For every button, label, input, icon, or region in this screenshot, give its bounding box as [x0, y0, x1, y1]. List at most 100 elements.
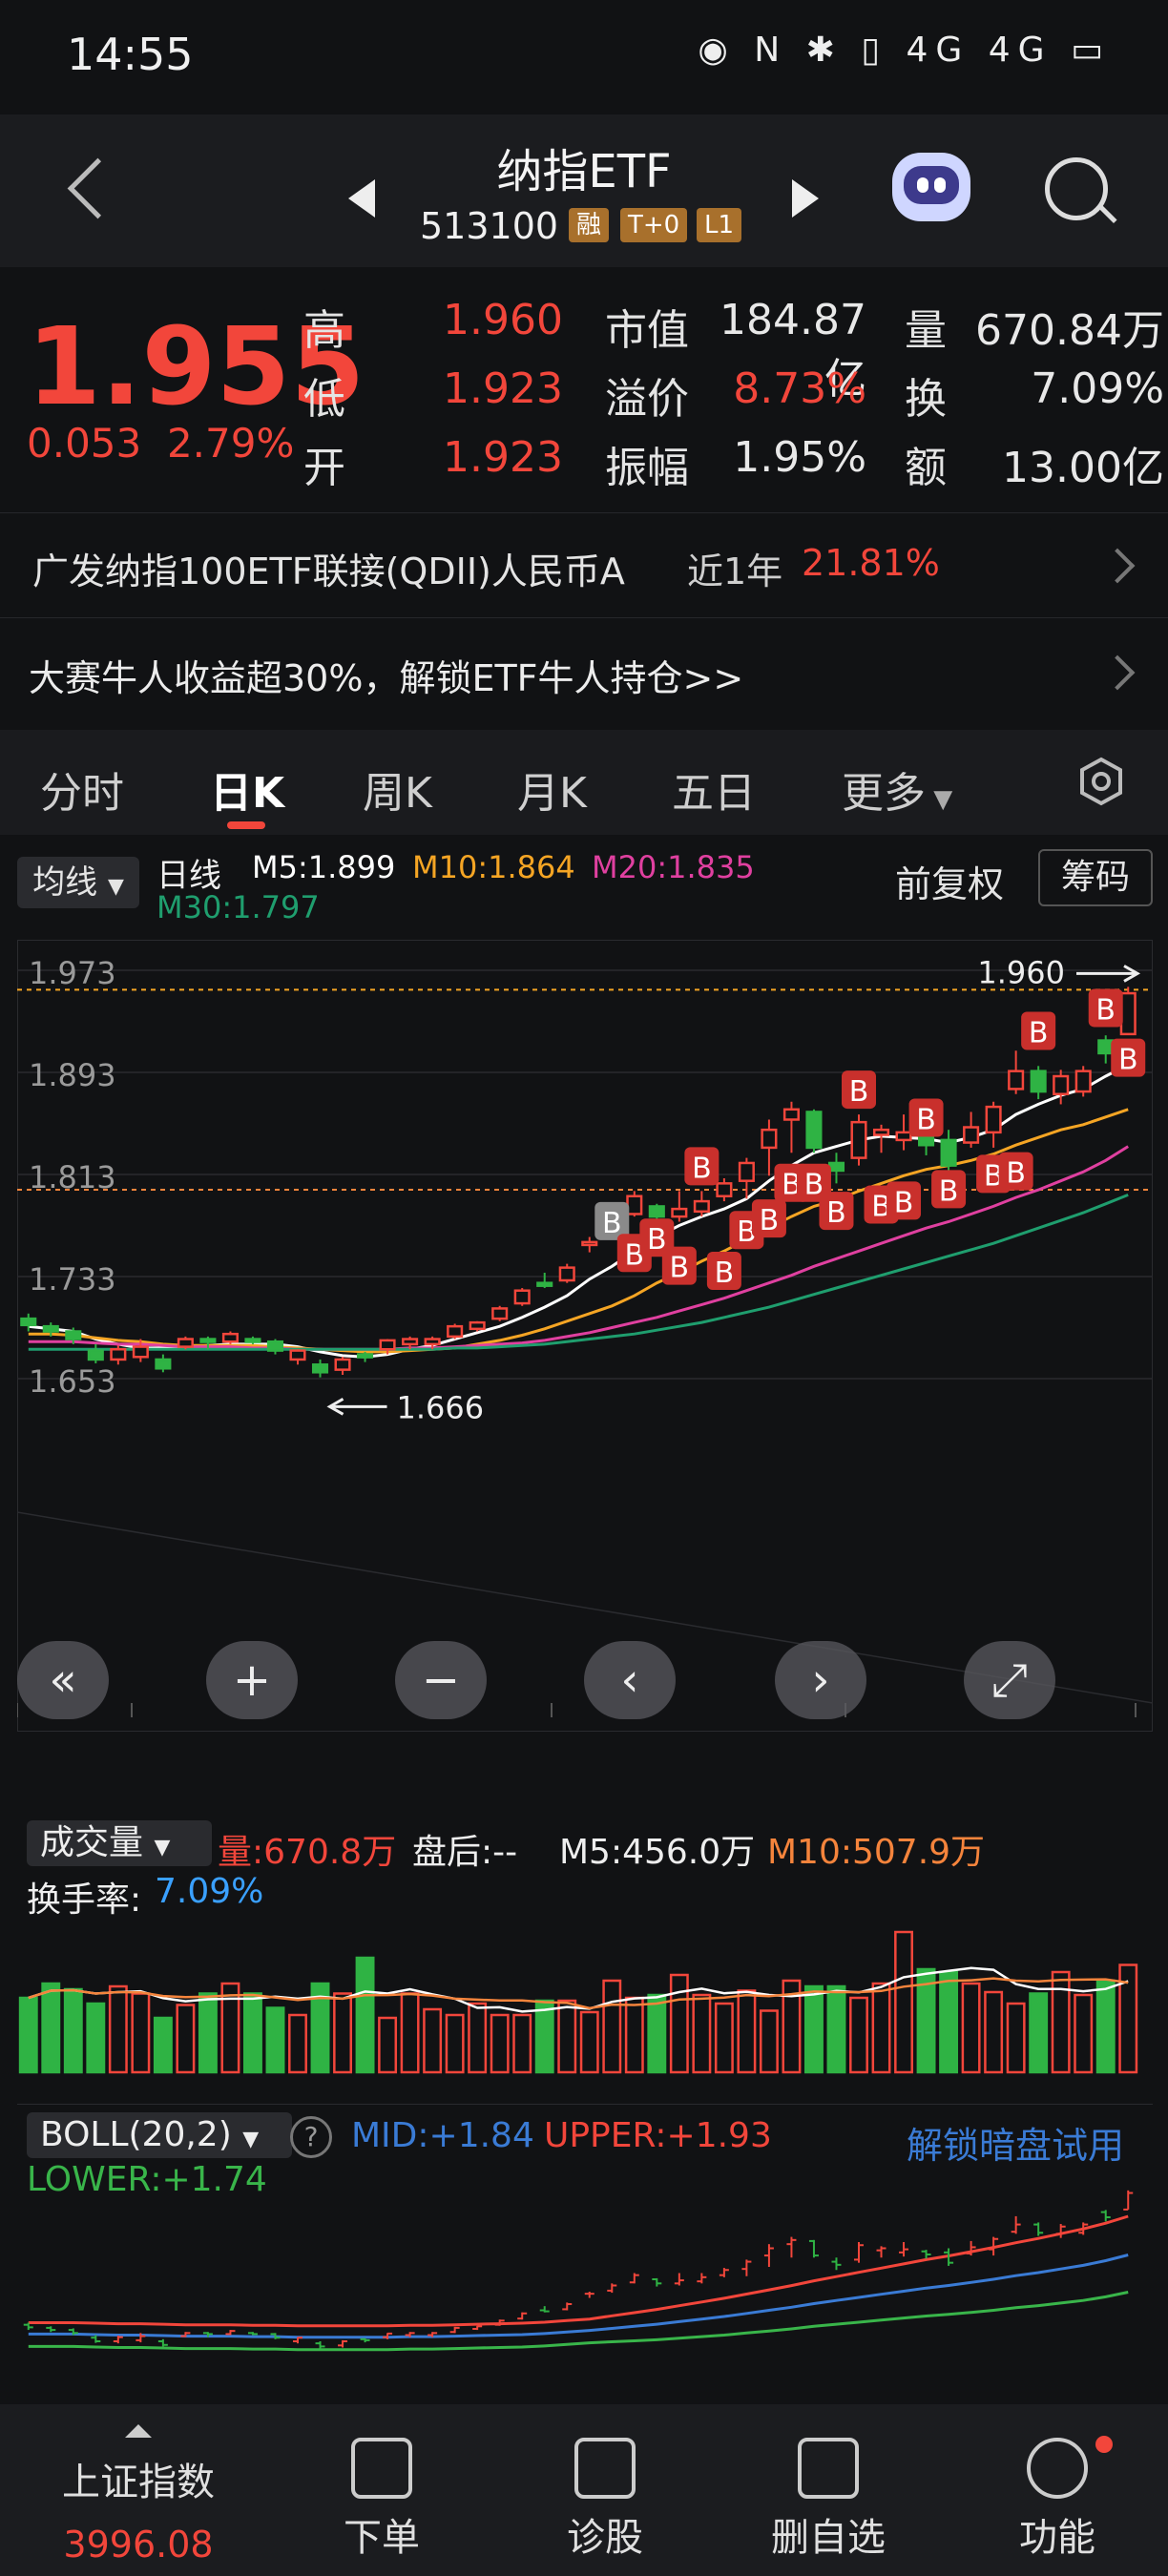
- volume-bar: [961, 1982, 981, 2074]
- zoom-out-button[interactable]: −: [395, 1641, 487, 1719]
- candle-body: [985, 1105, 1002, 1134]
- label-market-cap: 市值: [605, 306, 689, 355]
- low-price-label: 1.666: [397, 1389, 485, 1425]
- tab-daily-k[interactable]: 日K: [210, 769, 285, 818]
- tab-intraday[interactable]: 分时: [40, 769, 124, 818]
- buy-marker-badge: [886, 1181, 922, 1220]
- volume-bar: [1051, 1970, 1071, 2074]
- candle-body: [693, 1199, 710, 1214]
- volume-bar: [737, 1989, 757, 2074]
- x-axis-label: 08-28: [85, 1731, 179, 1732]
- tab-more[interactable]: 更多 ▼: [842, 769, 953, 818]
- volume-bar: [871, 1982, 891, 2074]
- buy-marker: B: [706, 1251, 741, 1290]
- chart-prev-button[interactable]: ‹: [584, 1641, 676, 1719]
- fullscreen-button[interactable]: ⤢: [964, 1641, 1055, 1719]
- promo-row[interactable]: 大赛牛人收益超30%，解锁ETF牛人持仓>>: [0, 617, 1168, 721]
- functions-button[interactable]: 功能: [1000, 2436, 1115, 2562]
- volume-bar: [849, 1996, 868, 2074]
- volume-bar: [18, 1996, 38, 2074]
- volume-bar: [579, 2010, 599, 2074]
- buy-marker-label: B: [916, 1103, 936, 1136]
- volume-bar: [243, 1992, 262, 2074]
- label-low: 低: [303, 375, 345, 424]
- tab-five-day[interactable]: 五日: [672, 769, 756, 818]
- candle-body: [918, 1135, 935, 1147]
- candlestick-chart[interactable]: 1.973 1.893 1.813 1.733 1.653 2025-08-1508-28…: [17, 940, 1153, 1732]
- candle-body: [65, 1330, 82, 1340]
- order-button[interactable]: 下单: [324, 2438, 439, 2562]
- volume-bar: [602, 1979, 622, 2074]
- tab-weekly-k[interactable]: 周K: [363, 769, 432, 818]
- tag-margin: 融: [569, 208, 610, 242]
- candle-body: [1119, 991, 1137, 1036]
- candle-body: [132, 1345, 149, 1359]
- y-axis-label: 1.653: [29, 1363, 116, 1400]
- x-axis-label: 09-15: [505, 1731, 599, 1732]
- buy-marker-label: B: [647, 1223, 667, 1257]
- prev-stock-icon[interactable]: [348, 179, 375, 218]
- linked-fund-row[interactable]: 广发纳指100ETF联接(QDII)人民币A 近1年 21.81%: [0, 512, 1168, 616]
- volume-bar: [826, 1984, 846, 2074]
- ma-line-m10: [28, 1108, 1129, 1354]
- volume-indicator-selector[interactable]: 成交量 ▼: [27, 1820, 212, 1866]
- status-icons: ◉ N ✱ ▯ 4G 4G ▭: [698, 31, 1111, 70]
- candle-body: [334, 1358, 351, 1371]
- remove-watchlist-icon: [798, 2438, 859, 2499]
- chevron-right-icon: [1099, 654, 1136, 691]
- buy-marker-label: B: [670, 1252, 690, 1285]
- value-amplitude: 1.95%: [733, 433, 866, 482]
- diagnose-button[interactable]: 诊股: [548, 2438, 662, 2562]
- chips-button[interactable]: 筹码: [1038, 849, 1153, 906]
- help-icon[interactable]: ?: [290, 2116, 332, 2158]
- buy-marker: B: [594, 1201, 630, 1240]
- candle-body: [1030, 1070, 1047, 1093]
- tag-level: L1: [697, 208, 742, 242]
- candle-body: [244, 1338, 261, 1343]
- chart-next-button[interactable]: ›: [775, 1641, 866, 1719]
- stock-code: 513100: [420, 205, 559, 247]
- next-stock-icon[interactable]: [792, 179, 819, 218]
- volume-bar: [108, 1984, 128, 2074]
- candle-body: [805, 1111, 823, 1150]
- chart-rewind-button[interactable]: «: [17, 1641, 109, 1719]
- tab-monthly-k[interactable]: 月K: [517, 769, 587, 818]
- chart-frame: [17, 940, 1153, 1732]
- search-icon[interactable]: [1045, 157, 1108, 220]
- index-name: 上证指数: [62, 2461, 215, 2504]
- volume-bar: [153, 2016, 173, 2074]
- volume-value: 量:670.8万: [218, 1833, 397, 1872]
- volume-bar: [512, 2013, 532, 2074]
- assistant-robot-icon[interactable]: [892, 153, 970, 221]
- header: 纳指ETF 513100 融 T+0 L1: [0, 114, 1168, 267]
- adjust-mode[interactable]: 前复权: [895, 863, 1005, 905]
- zoom-in-button[interactable]: +: [206, 1641, 298, 1719]
- unlock-dark-pool-link[interactable]: 解锁暗盘试用: [907, 2125, 1125, 2167]
- indicator-selector[interactable]: 均线 ▼: [17, 857, 139, 908]
- volume-bar: [198, 1992, 218, 2074]
- volume-bar: [534, 1999, 554, 2074]
- remove-watchlist-button[interactable]: 删自选: [761, 2438, 895, 2562]
- order-icon: [351, 2438, 412, 2499]
- chart-settings-icon[interactable]: [1076, 757, 1126, 806]
- boll-indicator-selector[interactable]: BOLL(20,2) ▼: [27, 2112, 292, 2158]
- volume-bar: [490, 2013, 510, 2074]
- value-low: 1.923: [443, 364, 563, 413]
- candle-body: [738, 1161, 755, 1182]
- label-amplitude: 振幅: [605, 444, 689, 492]
- label-turnover: 换: [905, 375, 947, 424]
- volume-m5: M5:456.0万: [559, 1833, 756, 1872]
- functions-icon: [1027, 2438, 1088, 2499]
- volume-bar: [400, 1992, 420, 2074]
- buy-marker-label: B: [1095, 993, 1116, 1027]
- volume-bar: [220, 1982, 240, 2074]
- volume-bar: [310, 1982, 330, 2074]
- volume-m10-line: [28, 1977, 1129, 2010]
- buy-marker: B: [751, 1199, 786, 1238]
- index-ticker[interactable]: 上证指数 3996.08: [38, 2424, 239, 2566]
- candle-body: [1008, 1070, 1025, 1091]
- volume-bar: [378, 2016, 398, 2074]
- ma30-value: M30:1.797: [156, 889, 320, 925]
- volume-bar: [333, 1992, 352, 2074]
- y-axis-label: 1.893: [29, 1057, 116, 1093]
